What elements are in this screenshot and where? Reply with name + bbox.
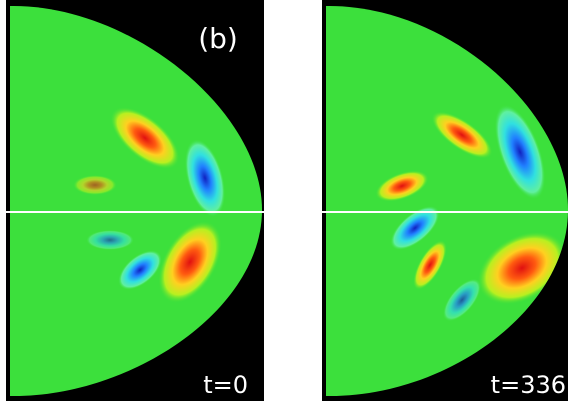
hot-blob: [110, 106, 180, 170]
panel-left: (b) t=0: [6, 0, 264, 401]
panel-right: t=336: [322, 0, 568, 401]
hot-blob: [73, 175, 117, 195]
hot-blob: [375, 170, 429, 202]
cold-blob: [494, 104, 546, 200]
time-label: t=0: [203, 371, 248, 399]
hot-blob: [413, 240, 447, 290]
cold-blob: [390, 205, 440, 251]
contours: [73, 106, 226, 304]
cold-blob: [118, 250, 162, 290]
time-label: t=336: [491, 371, 566, 399]
cold-blob: [184, 139, 226, 217]
hot-blob: [158, 220, 222, 304]
cold-blob: [442, 278, 482, 322]
panel-label: (b): [198, 22, 238, 55]
hot-blob: [431, 111, 493, 159]
cold-blob: [86, 230, 134, 250]
plasma-section: [10, 5, 262, 397]
